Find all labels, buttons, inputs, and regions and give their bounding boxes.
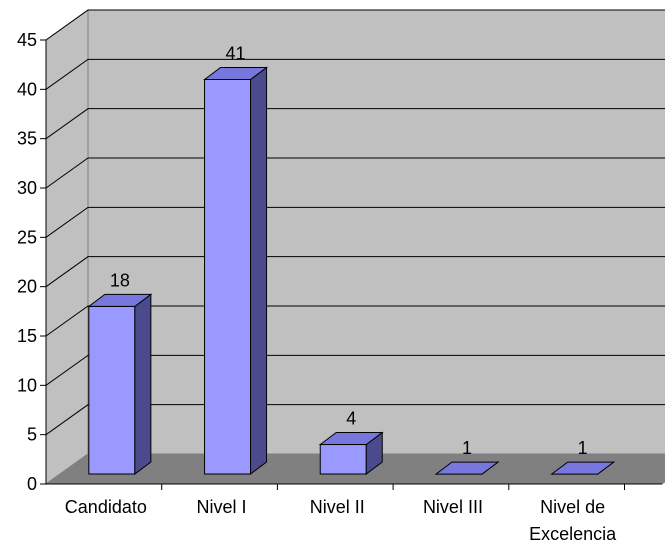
y-tick-label: 20 — [17, 277, 37, 297]
gridline — [45, 305, 665, 337]
labels: 0 5 10 15 20 25 30 35 40 45 18 Candidato 41 Nivel I 4 N… — [17, 30, 617, 544]
data-label: 4 — [346, 409, 356, 429]
bar — [434, 461, 500, 476]
gridline — [45, 354, 665, 386]
bar — [203, 66, 269, 476]
y-tick-label: 15 — [17, 326, 37, 346]
y-tick-label: 45 — [17, 30, 37, 50]
bar — [87, 293, 153, 475]
bars — [87, 66, 616, 476]
y-tick-label: 40 — [17, 79, 37, 99]
bar-front — [88, 305, 136, 475]
back-wall — [87, 9, 665, 455]
y-tick-label: 30 — [17, 178, 37, 198]
axes — [40, 39, 662, 490]
data-label: 41 — [226, 43, 246, 63]
gridline — [45, 108, 665, 140]
x-tick-label: Nivel de Excelencia — [529, 497, 617, 544]
bar-front — [204, 78, 252, 475]
bar-side — [250, 66, 268, 476]
gridline — [45, 9, 665, 41]
gridline — [45, 58, 665, 90]
side-wall — [45, 9, 89, 485]
bar-top — [318, 432, 384, 446]
x-tick-label: Candidato — [65, 497, 147, 517]
x-tick-label: Nivel II — [310, 497, 365, 517]
gridlines — [45, 9, 665, 436]
data-label: 1 — [578, 438, 588, 458]
x-tick-label: Nivel III — [423, 497, 483, 517]
gridline — [45, 256, 665, 288]
gridline — [45, 206, 665, 238]
y-tick-label: 0 — [27, 474, 37, 494]
gridline — [45, 157, 665, 189]
data-label: 18 — [110, 270, 130, 290]
bar-front — [319, 444, 367, 475]
data-label: 1 — [462, 438, 472, 458]
x-tick-label: Nivel I — [197, 497, 247, 517]
bar-side — [134, 293, 152, 475]
bar-top — [434, 461, 500, 475]
bar — [318, 431, 384, 475]
gridline — [45, 404, 665, 436]
bar-top — [550, 461, 616, 475]
y-tick-label: 35 — [17, 129, 37, 149]
y-tick-label: 10 — [17, 375, 37, 395]
y-tick-label: 5 — [27, 425, 37, 445]
bar-top — [87, 293, 153, 307]
bar — [550, 461, 616, 476]
y-tick-label: 25 — [17, 227, 37, 247]
bar-top — [203, 66, 269, 80]
